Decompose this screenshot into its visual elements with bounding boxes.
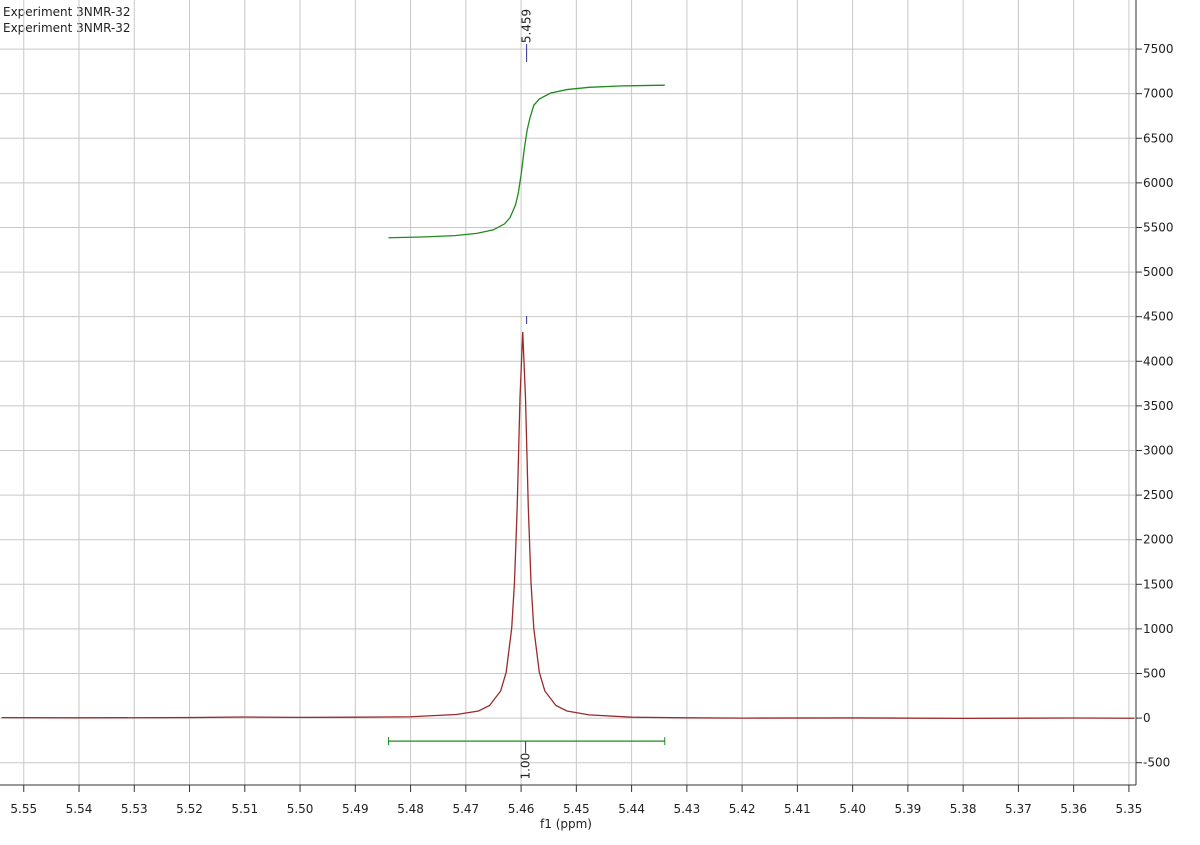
x-tick-label: 5.51 — [231, 802, 258, 816]
y-tick-label: 2000 — [1143, 533, 1174, 547]
y-tick-label: 2500 — [1143, 488, 1174, 502]
x-tick-label: 5.44 — [618, 802, 645, 816]
x-tick-label: 5.38 — [950, 802, 977, 816]
y-tick-label: 5500 — [1143, 220, 1174, 234]
chart-title: Experiment 3NMR-32 — [3, 21, 131, 35]
y-tick-label: 6000 — [1143, 176, 1174, 190]
integral-label: 1.00 — [519, 753, 533, 780]
x-tick-label: 5.41 — [784, 802, 811, 816]
x-tick-label: 5.37 — [1005, 802, 1032, 816]
peak-label: 5.459 — [520, 9, 534, 43]
y-tick-label: 3500 — [1143, 399, 1174, 413]
x-tick-label: 5.52 — [176, 802, 203, 816]
y-tick-label: 3000 — [1143, 443, 1174, 457]
y-tick-label: 4000 — [1143, 354, 1174, 368]
y-tick-label: 4500 — [1143, 310, 1174, 324]
y-tick-label: 1500 — [1143, 577, 1174, 591]
x-tick-label: 5.39 — [895, 802, 922, 816]
x-tick-label: 5.42 — [729, 802, 756, 816]
chart-title: Experiment 3NMR-32 — [3, 5, 131, 19]
x-tick-label: 5.43 — [673, 802, 700, 816]
x-axis-label: f1 (ppm) — [540, 817, 592, 831]
x-tick-label: 5.35 — [1116, 802, 1143, 816]
y-tick-label: 5000 — [1143, 265, 1174, 279]
x-tick-label: 5.45 — [563, 802, 590, 816]
x-tick-label: 5.40 — [839, 802, 866, 816]
x-tick-label: 5.54 — [66, 802, 93, 816]
x-tick-label: 5.55 — [10, 802, 37, 816]
x-tick-label: 5.53 — [121, 802, 148, 816]
x-tick-label: 5.47 — [452, 802, 479, 816]
spectrum-line — [1, 331, 1135, 720]
x-tick-label: 5.50 — [287, 802, 314, 816]
x-tick-label: 5.46 — [508, 802, 535, 816]
y-tick-label: 1000 — [1143, 622, 1174, 636]
x-tick-label: 5.48 — [397, 802, 424, 816]
y-tick-label: 500 — [1143, 666, 1166, 680]
spectrum-line — [388, 84, 665, 239]
y-tick-label: 7500 — [1143, 42, 1174, 56]
y-tick-label: 6500 — [1143, 131, 1174, 145]
y-tick-label: 0 — [1143, 711, 1151, 725]
y-tick-label: -500 — [1143, 756, 1170, 770]
x-tick-label: 5.49 — [342, 802, 369, 816]
y-tick-label: 7000 — [1143, 87, 1174, 101]
x-tick-label: 5.36 — [1060, 802, 1087, 816]
